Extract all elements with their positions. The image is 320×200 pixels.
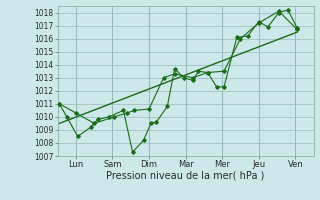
- X-axis label: Pression niveau de la mer( hPa ): Pression niveau de la mer( hPa ): [107, 171, 265, 181]
